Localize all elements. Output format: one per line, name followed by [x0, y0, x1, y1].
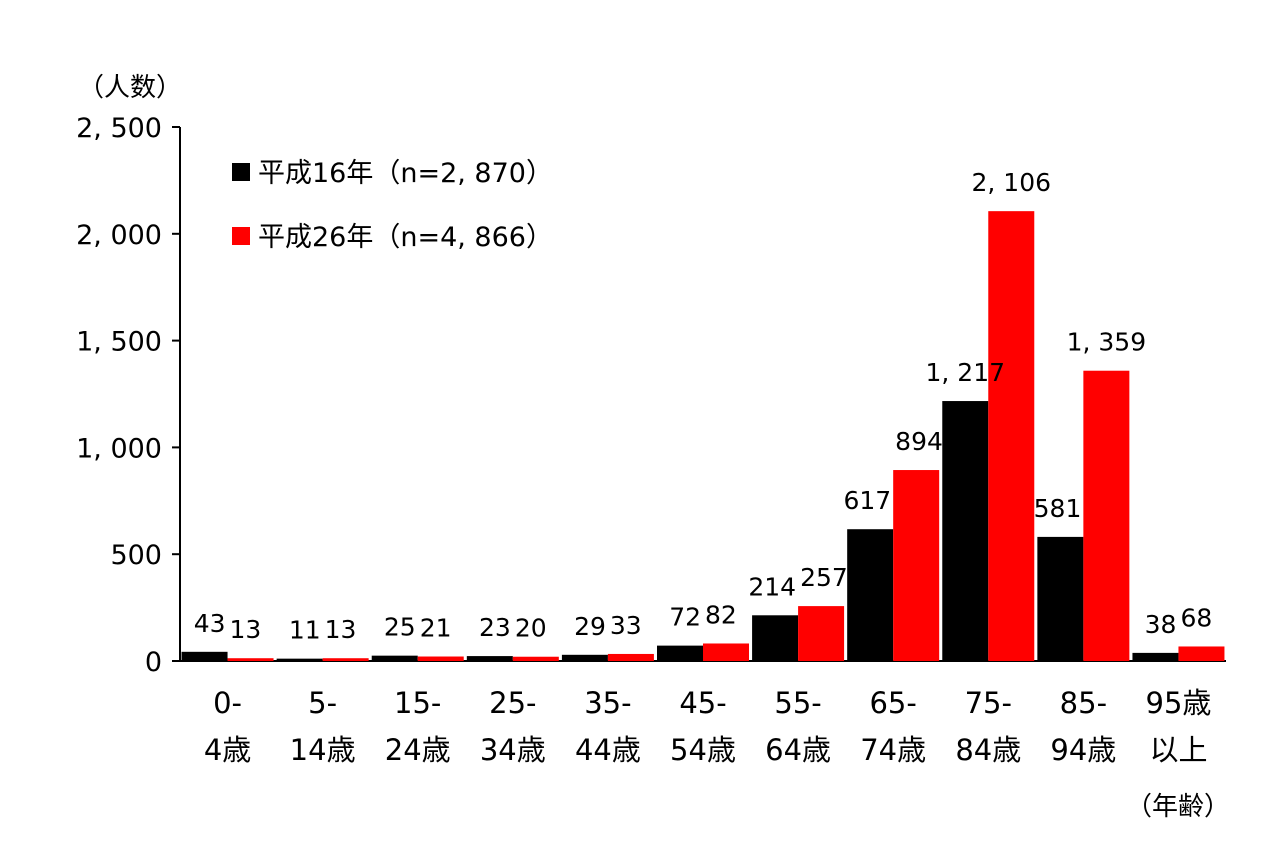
bar — [181, 651, 228, 661]
y-tick-label: 1, 000 — [76, 433, 162, 464]
category-label: 75-84歳 — [955, 686, 1021, 767]
bar — [1037, 536, 1084, 661]
data-label: 214 — [748, 572, 796, 601]
data-label: 29 — [574, 612, 606, 641]
category-label-line: 24歳 — [385, 733, 451, 767]
y-tick-label: 2, 000 — [76, 220, 162, 251]
bar — [322, 658, 369, 661]
legend-label: 平成26年（n=4, 866） — [258, 222, 553, 253]
bar — [657, 645, 703, 661]
bar — [466, 656, 513, 661]
bar — [512, 656, 559, 661]
data-label: 2, 106 — [972, 168, 1052, 197]
bar — [798, 606, 845, 661]
legend-swatch — [232, 163, 250, 181]
data-label: 894 — [895, 427, 943, 456]
data-label: 617 — [843, 486, 891, 515]
data-label: 13 — [230, 615, 262, 644]
category-label-line: 25- — [489, 686, 536, 720]
bar — [893, 470, 940, 661]
data-label: 13 — [325, 615, 357, 644]
category-label-line: 75- — [965, 686, 1012, 720]
data-label: 257 — [800, 563, 848, 592]
category-label-line: 74歳 — [860, 733, 926, 767]
category-label-line: 15- — [394, 686, 441, 720]
legend: 平成16年（n=2, 870） 平成26年（n=4, 866） — [232, 158, 553, 253]
category-label: 55-64歳 — [765, 686, 831, 767]
bar — [1178, 646, 1225, 661]
bar — [1132, 652, 1179, 661]
y-axis-unit-label: （人数） — [78, 73, 182, 103]
data-label: 68 — [1180, 603, 1212, 632]
bar — [561, 654, 608, 661]
category-label-line: 14歳 — [290, 733, 356, 767]
category-label: 95歳以上 — [1146, 686, 1212, 767]
data-label: 43 — [194, 609, 226, 638]
category-label: 85-94歳 — [1050, 686, 1116, 767]
category-label-line: 45- — [679, 686, 726, 720]
bar — [1083, 370, 1130, 661]
y-tick-label: 500 — [110, 540, 162, 571]
category-label-line: 64歳 — [765, 733, 831, 767]
category-labels: 0-4歳5-14歳15-24歳25-34歳35-44歳45-54歳55-64歳6… — [204, 686, 1212, 767]
legend-label: 平成16年（n=2, 870） — [258, 158, 553, 189]
bar — [942, 401, 989, 661]
category-label-line: 35- — [584, 686, 631, 720]
category-label-line: 5- — [308, 686, 337, 720]
y-tick-label: 1, 500 — [76, 327, 162, 358]
data-label: 1, 359 — [1067, 328, 1147, 357]
data-label: 82 — [705, 600, 737, 629]
data-label: 1, 217 — [926, 358, 1006, 387]
data-label: 581 — [1034, 494, 1082, 523]
category-label-line: 94歳 — [1050, 733, 1116, 767]
x-axis-unit-label: （年齢） — [1126, 792, 1230, 822]
category-label: 0-4歳 — [204, 686, 251, 767]
data-label: 11 — [289, 616, 321, 645]
data-label: 20 — [515, 614, 547, 643]
bar — [276, 658, 323, 661]
category-label-line: 44歳 — [575, 733, 641, 767]
bar — [847, 529, 894, 661]
bars — [181, 211, 1225, 662]
bar — [988, 211, 1035, 662]
category-label-line: 以上 — [1149, 733, 1207, 767]
legend-swatch — [232, 227, 250, 245]
bar — [703, 643, 749, 661]
category-label-line: 65- — [869, 686, 916, 720]
category-label: 35-44歳 — [575, 686, 641, 767]
y-tick-label: 0 — [145, 647, 162, 678]
category-label: 25-34歳 — [480, 686, 546, 767]
y-axis-ticks: 0 500 1, 000 1, 500 2, 000 2, 500 — [76, 113, 180, 678]
y-tick-label: 2, 500 — [76, 113, 162, 144]
category-label: 5-14歳 — [290, 686, 356, 767]
category-label-line: 55- — [774, 686, 821, 720]
category-label-line: 95歳 — [1146, 686, 1212, 720]
category-label-line: 54歳 — [670, 733, 736, 767]
data-label: 21 — [420, 614, 452, 643]
bar — [752, 615, 799, 661]
data-label: 72 — [669, 603, 701, 632]
bar — [607, 653, 654, 661]
category-label-line: 84歳 — [955, 733, 1021, 767]
category-label: 65-74歳 — [860, 686, 926, 767]
bar — [227, 658, 274, 661]
data-label: 23 — [479, 613, 511, 642]
data-label: 38 — [1145, 610, 1177, 639]
category-label: 45-54歳 — [670, 686, 736, 767]
bar — [417, 656, 464, 661]
data-label: 25 — [384, 613, 416, 642]
category-label-line: 34歳 — [480, 733, 546, 767]
data-label: 33 — [610, 611, 642, 640]
category-label-line: 0- — [213, 686, 242, 720]
category-label-line: 4歳 — [204, 733, 251, 767]
bar — [371, 655, 418, 661]
category-label: 15-24歳 — [385, 686, 451, 767]
category-label-line: 85- — [1060, 686, 1107, 720]
